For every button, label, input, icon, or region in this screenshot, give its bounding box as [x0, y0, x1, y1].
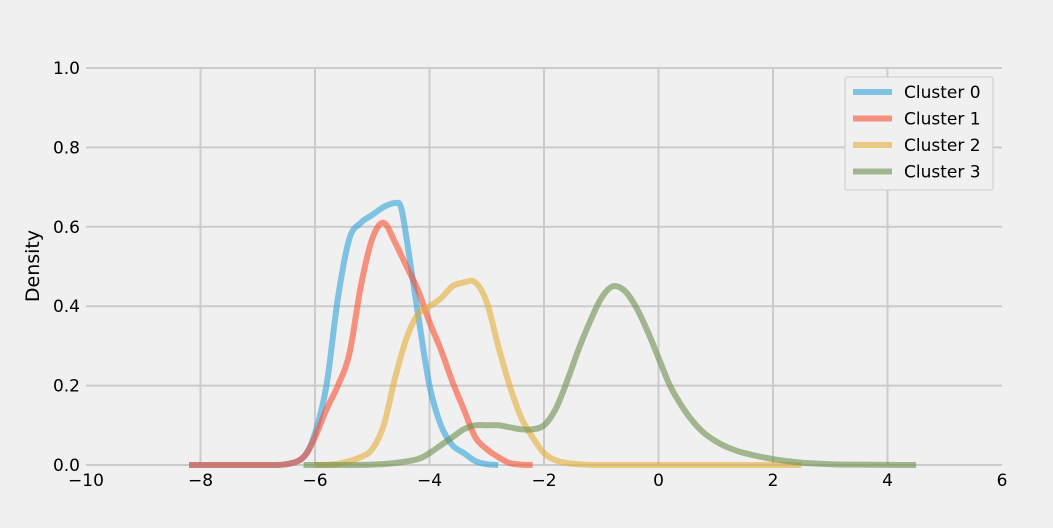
x-tick-label: −4: [417, 471, 442, 491]
series-line-cluster-2: [314, 277, 802, 469]
x-tick-label: 0: [653, 471, 664, 491]
legend-label: Cluster 0: [904, 83, 981, 103]
legend-label: Cluster 2: [904, 136, 981, 156]
x-tick-label: 2: [768, 471, 779, 491]
legend-label: Cluster 3: [904, 163, 981, 183]
x-tick-labels: −10 −8 −6 −4 −2 0 2 4 6: [68, 471, 1007, 491]
x-tick-label: −6: [302, 471, 327, 491]
x-tick-label: −8: [188, 471, 213, 491]
x-tick-label: −2: [531, 471, 556, 491]
x-tick-label: 4: [882, 471, 893, 491]
x-tick-label: 6: [997, 471, 1008, 491]
legend-box: [844, 76, 994, 191]
series-lines: [189, 199, 917, 469]
y-tick-label: 0.6: [53, 218, 80, 238]
series-line-cluster-3: [303, 282, 917, 469]
legend-label: Cluster 1: [904, 110, 981, 130]
y-tick-label: 1.0: [53, 59, 80, 79]
legend: Cluster 0 Cluster 1 Cluster 2 Cluster 3: [844, 76, 994, 191]
y-tick-label: 0.8: [53, 138, 80, 158]
y-tick-labels: 0.0 0.2 0.4 0.6 0.8 1.0: [53, 59, 80, 476]
y-axis-label: Density: [22, 230, 44, 302]
y-tick-label: 0.2: [53, 377, 80, 397]
series-line-cluster-1: [189, 219, 533, 469]
y-tick-label: 0.0: [53, 456, 80, 476]
y-tick-label: 0.4: [53, 297, 80, 317]
x-tick-label: −10: [68, 471, 104, 491]
